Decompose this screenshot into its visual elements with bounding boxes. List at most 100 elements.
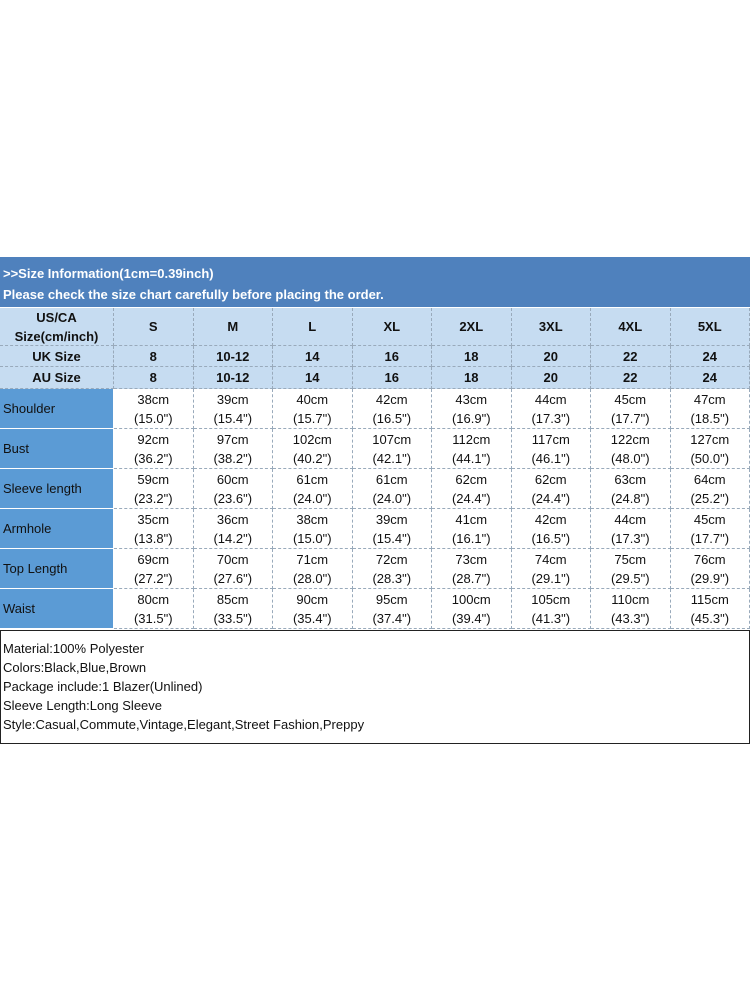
cell-text: 39cm — [375, 511, 408, 527]
cell-text: (39.4") — [451, 610, 491, 626]
cell-text: 45cm — [693, 511, 726, 527]
cell-text: 8 — [149, 348, 157, 364]
cell-text: 38cm — [296, 511, 329, 527]
cell-text: 72cm — [375, 551, 408, 567]
measure-cell: 95cm (37.4") — [352, 589, 432, 629]
measure-cell: 80cm (31.5") — [114, 589, 194, 629]
uk-size: 10-12 — [193, 346, 273, 367]
cell-text: 35cm — [137, 511, 170, 527]
banner-line: >>Size Information(1cm=0.39inch) — [3, 266, 214, 281]
cell-text: 45cm — [614, 391, 647, 407]
measure-cell: 115cm (45.3") — [670, 589, 750, 629]
au-size: 8 — [114, 367, 194, 389]
info-line: Material:100% Polyester — [3, 641, 144, 656]
cell-text: 115cm — [690, 591, 729, 607]
uk-size: 16 — [352, 346, 432, 367]
size-header: 2XL — [432, 308, 512, 346]
measure-cell: 35cm (13.8") — [114, 509, 194, 549]
au-size: 18 — [432, 367, 512, 389]
cell-text: (18.5") — [690, 410, 730, 426]
cell-text: (16.9") — [451, 410, 491, 426]
cell-text: (31.5") — [133, 610, 173, 626]
measure-cell: 36cm (14.2") — [193, 509, 273, 549]
cell-text: (17.3") — [531, 410, 571, 426]
cell-text: (15.4") — [213, 410, 253, 426]
cell-text: (37.4") — [372, 610, 412, 626]
au-size: 10-12 — [193, 367, 273, 389]
cell-text: 10-12 — [216, 370, 250, 385]
measure-cell: 70cm (27.6") — [193, 549, 273, 589]
uk-size: 14 — [273, 346, 353, 367]
measure-cell: 90cm (35.4") — [273, 589, 353, 629]
size-header: 4XL — [591, 308, 671, 346]
cell-text: 73cm — [455, 551, 488, 567]
cell-text: Waist — [3, 601, 36, 616]
measure-cell: 44cm (17.3") — [511, 389, 591, 429]
cell-text: 70cm — [216, 551, 249, 567]
cell-text: (24.0") — [292, 490, 332, 506]
cell-text: (13.8") — [133, 530, 173, 546]
cell-text: Armhole — [3, 521, 52, 536]
cell-text: 92cm — [137, 431, 170, 447]
header-cell: UK Size — [0, 346, 114, 367]
cell-text: 47cm — [693, 391, 726, 407]
cell-text: (35.4") — [292, 610, 332, 626]
cell-text: (16.5") — [531, 530, 571, 546]
measure-cell: 61cm (24.0") — [273, 469, 353, 509]
uk-size: 24 — [670, 346, 750, 367]
uk-size: 8 — [114, 346, 194, 367]
cell-text: (17.7") — [690, 530, 730, 546]
info-box: Material:100% Polyester Colors:Black,Blue… — [0, 630, 750, 744]
cell-text: 42cm — [375, 391, 408, 407]
info-line: Package include:1 Blazer(Unlined) — [3, 679, 203, 694]
cell-text: Sleeve length — [3, 481, 82, 496]
cell-text: (28.3") — [372, 570, 412, 586]
cell-text: 18 — [464, 348, 479, 364]
measure-cell: 76cm (29.9") — [670, 549, 750, 589]
cell-text: (27.2") — [133, 570, 173, 586]
uk-size: 22 — [591, 346, 671, 367]
measure-cell: 100cm (39.4") — [432, 589, 512, 629]
cell-text: 110cm — [611, 591, 650, 607]
cell-text: (27.6") — [213, 570, 253, 586]
banner: >>Size Information(1cm=0.39inch) Please c… — [0, 257, 750, 307]
au-size: 22 — [591, 367, 671, 389]
cell-text: 24 — [702, 370, 717, 385]
cell-text: 74cm — [534, 551, 567, 567]
cell-text: 36cm — [216, 511, 249, 527]
cell-text: (45.3") — [690, 610, 730, 626]
measure-cell: 71cm (28.0") — [273, 549, 353, 589]
cell-text: 8 — [149, 370, 157, 385]
cell-text: 3XL — [538, 319, 563, 334]
cell-text: 14 — [305, 370, 320, 385]
cell-text: 40cm — [296, 391, 329, 407]
info-line: Sleeve Length:Long Sleeve — [3, 698, 163, 713]
cell-text: (28.0") — [292, 570, 332, 586]
cell-text: 122cm — [610, 431, 650, 447]
cell-text: (42.1") — [372, 450, 412, 466]
info-line: Style:Casual,Commute,Vintage,Elegant,Str… — [3, 717, 365, 732]
measure-cell: 45cm (17.7") — [591, 389, 671, 429]
cell-text: 97cm — [216, 431, 249, 447]
cell-text: (40.2") — [292, 450, 332, 466]
measure-cell: 110cm (43.3") — [591, 589, 671, 629]
cell-text: 112cm — [452, 431, 491, 447]
cell-text: 71cm — [296, 551, 329, 567]
cell-text: (28.7") — [451, 570, 491, 586]
cell-text: 43cm — [455, 391, 488, 407]
size-header: L — [273, 308, 353, 346]
measure-cell: 40cm (15.7") — [273, 389, 353, 429]
cell-text: 102cm — [292, 431, 332, 447]
size-header: 5XL — [670, 308, 750, 346]
measure-cell: 42cm (16.5") — [352, 389, 432, 429]
cell-text: 41cm — [455, 511, 488, 527]
cell-text: (50.0") — [690, 450, 730, 466]
cell-text: (15.0") — [292, 530, 332, 546]
cell-text: 75cm — [614, 551, 647, 567]
cell-text: Shoulder — [3, 401, 56, 416]
uk-size: 20 — [511, 346, 591, 367]
header-cell: US/CA Size(cm/inch) — [0, 308, 114, 346]
cell-text: 95cm — [375, 591, 408, 607]
cell-text: 76cm — [693, 551, 726, 567]
